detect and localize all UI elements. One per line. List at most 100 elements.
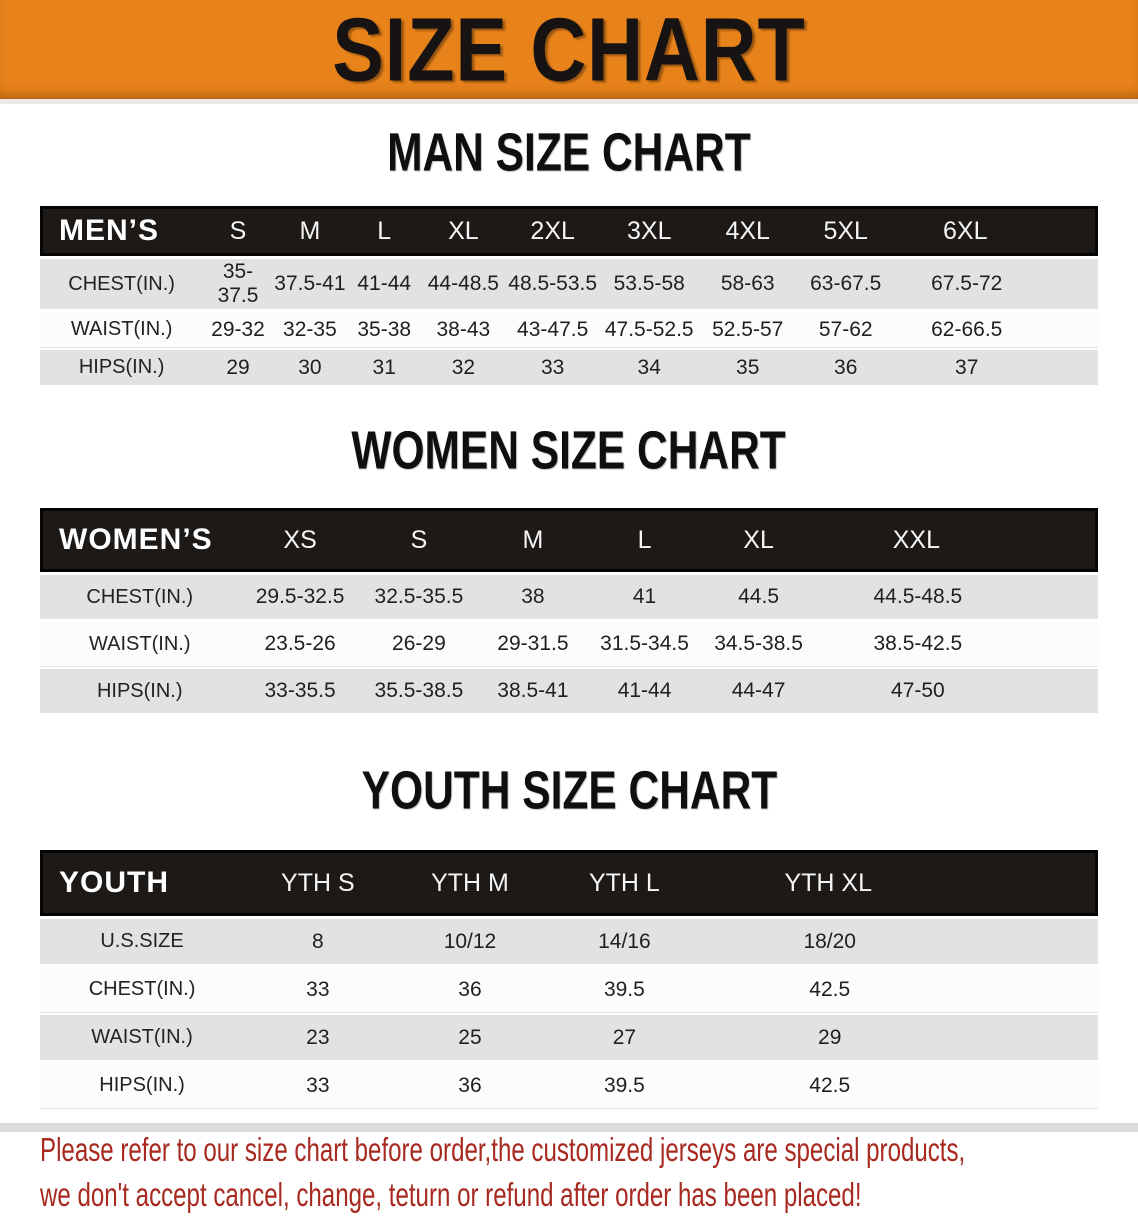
- data-cell: 27: [548, 1015, 701, 1060]
- header-row: YOUTH YTH S YTH M YTH L YTH XL: [40, 850, 1098, 916]
- data-cell: 44-47: [700, 669, 817, 713]
- data-cell: 67.5-72: [894, 259, 1098, 309]
- section-women: WOMEN SIZE CHART WOMEN’S XS S M L XL XXL CHEST(I…: [0, 419, 1138, 716]
- footer-note-line-2: we don't accept cancel, change, teturn o…: [40, 1176, 862, 1213]
- sections: MAN SIZE CHART MEN’S S M L XL 2XL 3XL 4XL 5XL 6XL C…: [0, 121, 1138, 1111]
- data-row: HIPS(IN.) 29 30 31 32 33 34 35 36 37: [40, 350, 1098, 385]
- size-column-header: L: [347, 206, 422, 256]
- data-cell: 36: [391, 1063, 549, 1108]
- row-label: U.S.SIZE: [40, 919, 245, 964]
- data-cell: 44-48.5: [421, 259, 506, 309]
- data-cell: 47-50: [816, 669, 1098, 713]
- row-label: HIPS(IN.): [40, 669, 240, 713]
- banner: SIZE CHART: [0, 0, 1138, 99]
- data-cell: 32-35: [272, 312, 348, 347]
- size-column-header: M: [272, 206, 348, 256]
- data-row: WAIST(IN.) 29-32 32-35 35-38 38-43 43-47.5 47.…: [40, 312, 1098, 347]
- size-column-header: YTH L: [548, 850, 701, 916]
- data-cell: 23.5-26: [239, 622, 361, 666]
- data-cell: 29-32: [203, 312, 273, 347]
- banner-title: SIZE CHART: [332, 0, 806, 100]
- data-row: U.S.SIZE 8 10/12 14/16 18/20: [40, 919, 1098, 964]
- data-cell: 35-38: [347, 312, 422, 347]
- data-cell: 41: [588, 575, 701, 619]
- data-row: CHEST(IN.) 29.5-32.5 32.5-35.5 38 41 44.5 44.5…: [40, 575, 1098, 619]
- data-cell: 34: [599, 350, 699, 385]
- size-table-youth: YOUTH YTH S YTH M YTH L YTH XL U.S.SIZE 8 10/12…: [40, 847, 1098, 1111]
- size-column-header: M: [477, 508, 589, 572]
- data-cell: 36: [391, 967, 549, 1012]
- data-cell: 38: [477, 575, 589, 619]
- size-column-header: 3XL: [599, 206, 699, 256]
- data-cell: 32.5-35.5: [360, 575, 478, 619]
- data-cell: 38.5-41: [477, 669, 589, 713]
- data-cell: 38-43: [421, 312, 506, 347]
- data-cell: 18/20: [700, 919, 1098, 964]
- data-cell: 35.5-38.5: [360, 669, 478, 713]
- data-cell: 47.5-52.5: [599, 312, 699, 347]
- data-cell: 30: [272, 350, 348, 385]
- section-title-row: YOUTH SIZE CHART: [0, 759, 1138, 831]
- bottom-divider: [0, 1123, 1138, 1132]
- data-row: HIPS(IN.) 33 36 39.5 42.5: [40, 1063, 1098, 1108]
- row-label: CHEST(IN.): [40, 259, 204, 309]
- data-cell: 38.5-42.5: [816, 622, 1098, 666]
- data-cell: 57-62: [796, 312, 895, 347]
- section-title-row: MAN SIZE CHART: [0, 121, 1138, 193]
- row-label: HIPS(IN.): [40, 350, 204, 385]
- table-group-label: MEN’S: [40, 206, 204, 256]
- data-cell: 29: [203, 350, 273, 385]
- data-cell: 14/16: [548, 919, 701, 964]
- data-cell: 33-35.5: [239, 669, 361, 713]
- table-group-label: WOMEN’S: [40, 508, 240, 572]
- section-title-row: WOMEN SIZE CHART: [0, 419, 1138, 491]
- data-cell: 41-44: [347, 259, 422, 309]
- row-label: HIPS(IN.): [40, 1063, 245, 1108]
- data-cell: 58-63: [698, 259, 797, 309]
- data-cell: 41-44: [588, 669, 701, 713]
- size-column-header: 4XL: [698, 206, 797, 256]
- section-men: MAN SIZE CHART MEN’S S M L XL 2XL 3XL 4XL 5XL 6XL C…: [0, 121, 1138, 388]
- data-row: HIPS(IN.) 33-35.5 35.5-38.5 38.5-41 41-44 44-…: [40, 669, 1098, 713]
- size-column-header: YTH S: [244, 850, 392, 916]
- size-column-header: YTH M: [391, 850, 549, 916]
- data-cell: 37.5-41: [272, 259, 348, 309]
- header-row: MEN’S S M L XL 2XL 3XL 4XL 5XL 6XL: [40, 206, 1098, 256]
- data-cell: 29: [700, 1015, 1098, 1060]
- data-cell: 34.5-38.5: [700, 622, 817, 666]
- data-cell: 62-66.5: [894, 312, 1098, 347]
- data-row: CHEST(IN.) 33 36 39.5 42.5: [40, 967, 1098, 1012]
- data-cell: 8: [244, 919, 392, 964]
- banner-divider: [0, 99, 1138, 104]
- size-column-header: 6XL: [894, 206, 1098, 256]
- data-cell: 31.5-34.5: [588, 622, 701, 666]
- size-column-header: 2XL: [505, 206, 600, 256]
- data-cell: 35-37.5: [203, 259, 273, 309]
- data-cell: 63-67.5: [796, 259, 895, 309]
- row-label: WAIST(IN.): [40, 312, 204, 347]
- data-cell: 33: [244, 1063, 392, 1108]
- data-cell: 42.5: [700, 1063, 1098, 1108]
- data-cell: 29-31.5: [477, 622, 589, 666]
- size-column-header: XL: [421, 206, 506, 256]
- section-title-youth: YOUTH SIZE CHART: [361, 759, 777, 821]
- data-cell: 36: [796, 350, 895, 385]
- section-title-men: MAN SIZE CHART: [387, 121, 751, 183]
- footer-note: Please refer to our size chart before or…: [40, 1127, 1138, 1217]
- data-cell: 39.5: [548, 1063, 701, 1108]
- size-column-header: 5XL: [796, 206, 895, 256]
- size-column-header: XS: [239, 508, 361, 572]
- data-cell: 32: [421, 350, 506, 385]
- data-cell: 23: [244, 1015, 392, 1060]
- data-cell: 35: [698, 350, 797, 385]
- section-title-women: WOMEN SIZE CHART: [351, 419, 787, 481]
- data-cell: 31: [347, 350, 422, 385]
- row-label: WAIST(IN.): [40, 622, 240, 666]
- row-label: CHEST(IN.): [40, 967, 245, 1012]
- data-cell: 48.5-53.5: [505, 259, 600, 309]
- size-table-women: WOMEN’S XS S M L XL XXL CHEST(IN.) 29.5-32.5 32.5…: [40, 505, 1098, 716]
- data-cell: 39.5: [548, 967, 701, 1012]
- size-column-header: S: [360, 508, 478, 572]
- footer-note-line-1: Please refer to our size chart before or…: [40, 1131, 966, 1168]
